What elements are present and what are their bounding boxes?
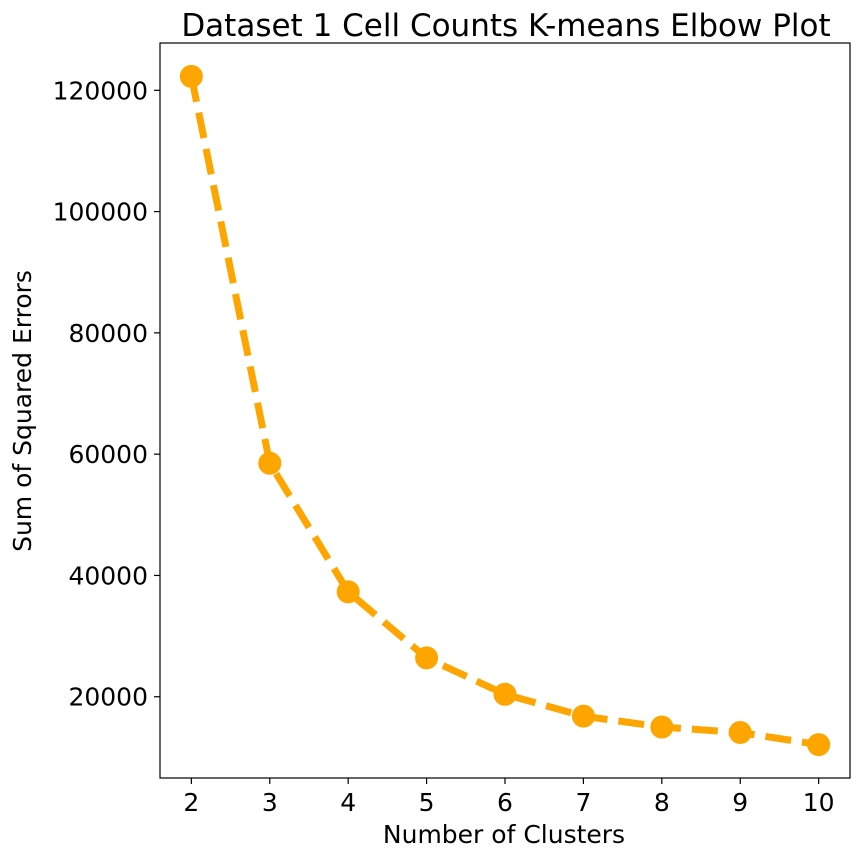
data-point [728,721,752,745]
data-point [807,733,831,757]
data-point [415,646,439,670]
x-axis-label: Number of Clusters [383,820,625,849]
y-axis-label: Sum of Squared Errors [8,270,37,552]
plot-frame [159,42,851,779]
x-tick-label: 7 [575,788,591,817]
y-tick-label: 60000 [68,440,148,469]
y-tick-label: 120000 [53,76,148,105]
y-tick-label: 20000 [68,683,148,712]
y-tick-label: 100000 [53,198,148,227]
x-tick-label: 8 [654,788,670,817]
y-tick-label: 80000 [68,319,148,348]
x-tick-label: 9 [732,788,748,817]
x-tick-label: 6 [497,788,513,817]
data-point [258,451,282,475]
chart-title: Dataset 1 Cell Counts K-means Elbow Plot [181,8,830,44]
x-tick-label: 4 [340,788,356,817]
plot-area: 2 3 4 5 6 7 8 9 10 20000 40000 60000 80000 100000 1200… [53,42,851,817]
x-tick-label: 2 [183,788,199,817]
data-point [179,64,203,88]
x-tick-label: 5 [419,788,435,817]
data-point [571,704,595,728]
x-tick-label: 10 [803,788,835,817]
y-tick-label: 40000 [68,561,148,590]
data-point [650,715,674,739]
data-point [336,580,360,604]
data-point [493,682,517,706]
x-tick-label: 3 [262,788,278,817]
series-line [187,75,820,749]
